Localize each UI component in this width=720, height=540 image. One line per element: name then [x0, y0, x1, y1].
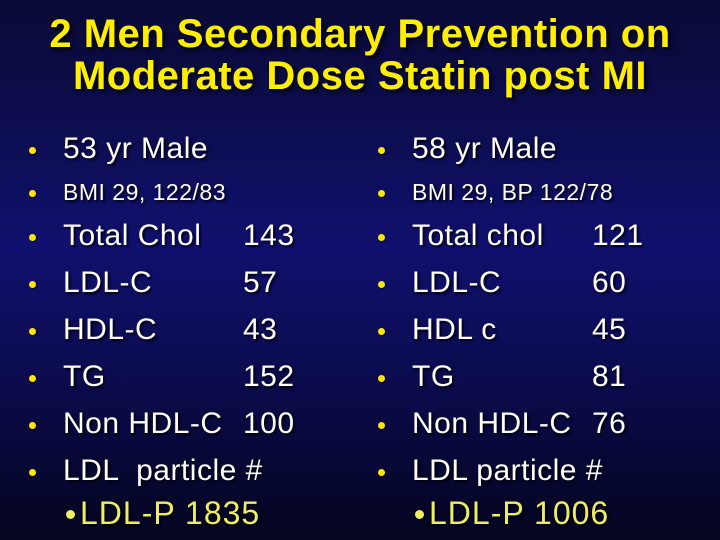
- lab-row-non-hdl-c: Non HDL-C 100: [0, 400, 349, 447]
- lab-row-ldl-c: LDL-C 57: [0, 259, 349, 306]
- lab-value: 43: [243, 312, 278, 346]
- lab-value: 152: [243, 359, 295, 393]
- lab-label: TG: [412, 359, 455, 393]
- lab-row-total-chol: Total chol 121: [349, 212, 720, 259]
- lab-label: LDL-C: [412, 265, 502, 299]
- bullet-icon: [29, 280, 36, 288]
- lab-value: 121: [592, 218, 644, 252]
- bullet-icon: [29, 421, 36, 429]
- bullet-icon: [29, 327, 36, 335]
- lab-label: LDL-C: [63, 265, 153, 299]
- lab-label: HDL c: [412, 312, 497, 346]
- patient-1-ldlp: LDL-P 1835: [80, 494, 261, 531]
- lab-row-tg: TG 152: [0, 353, 349, 400]
- lab-row-total-chol: Total Chol 143: [0, 212, 349, 259]
- lab-label: Non HDL-C: [63, 406, 223, 440]
- bullet-icon: [378, 421, 385, 429]
- lab-label: LDL particle #: [412, 453, 603, 487]
- lab-row-non-hdl-c: Non HDL-C 76: [349, 400, 720, 447]
- patient-1-ldlp-row: LDL-P 1835: [0, 494, 349, 532]
- title-line-1: 2 Men Secondary Prevention on: [49, 12, 671, 56]
- patient-1-column: 53 yr Male BMI 29, 122/83 Total Chol 143…: [0, 126, 349, 532]
- bullet-icon: [378, 147, 385, 154]
- bullet-icon: [29, 233, 36, 241]
- patient-2-bmi: BMI 29, BP 122/78: [412, 178, 614, 205]
- lab-label: HDL-C: [63, 312, 158, 346]
- lab-value: 57: [243, 265, 278, 299]
- lab-value: 100: [243, 406, 295, 440]
- bullet-icon: [29, 147, 36, 154]
- patient-1-age-row: 53 yr Male: [0, 126, 349, 172]
- lab-value: 143: [243, 218, 295, 252]
- bullet-icon: [415, 510, 424, 519]
- bullet-icon: [29, 190, 36, 197]
- bullet-icon: [378, 233, 385, 241]
- patient-2-age: 58 yr Male: [412, 132, 558, 165]
- lab-label: Total Chol: [63, 218, 202, 252]
- lab-row-hdl-c: HDL c 45: [349, 306, 720, 353]
- bullet-icon: [29, 374, 36, 382]
- bullet-icon: [29, 468, 36, 476]
- bullet-icon: [378, 280, 385, 288]
- lab-label: Non HDL-C: [412, 406, 572, 440]
- bullet-icon: [66, 510, 75, 519]
- lab-row-ldl-particle: LDL particle #: [0, 447, 349, 494]
- lab-label: Total chol: [412, 218, 544, 252]
- title-line-2: Moderate Dose Statin post MI: [72, 54, 648, 98]
- patient-columns: 53 yr Male BMI 29, 122/83 Total Chol 143…: [0, 126, 720, 532]
- lab-value: 45: [592, 312, 627, 346]
- lab-value: 81: [592, 359, 627, 393]
- lab-value: 76: [592, 406, 627, 440]
- lab-label: TG: [63, 359, 106, 393]
- lab-row-ldl-c: LDL-C 60: [349, 259, 720, 306]
- lab-row-ldl-particle: LDL particle #: [349, 447, 720, 494]
- patient-2-ldlp: LDL-P 1006: [429, 494, 610, 531]
- bullet-icon: [378, 374, 385, 382]
- bullet-icon: [378, 190, 385, 197]
- lab-row-hdl-c: HDL-C 43: [0, 306, 349, 353]
- bullet-icon: [378, 327, 385, 335]
- patient-2-age-row: 58 yr Male: [349, 126, 720, 172]
- patient-1-age: 53 yr Male: [63, 132, 209, 165]
- patient-2-ldlp-row: LDL-P 1006: [349, 494, 720, 532]
- patient-1-bmi-row: BMI 29, 122/83: [0, 172, 349, 212]
- lab-value: 60: [592, 265, 627, 299]
- slide-title: 2 Men Secondary Prevention on Moderate D…: [0, 0, 720, 97]
- patient-1-bmi: BMI 29, 122/83: [63, 178, 226, 205]
- bullet-icon: [378, 468, 385, 476]
- patient-2-column: 58 yr Male BMI 29, BP 122/78 Total chol …: [349, 126, 720, 532]
- patient-2-bmi-row: BMI 29, BP 122/78: [349, 172, 720, 212]
- lab-row-tg: TG 81: [349, 353, 720, 400]
- lab-label: LDL particle #: [63, 453, 263, 487]
